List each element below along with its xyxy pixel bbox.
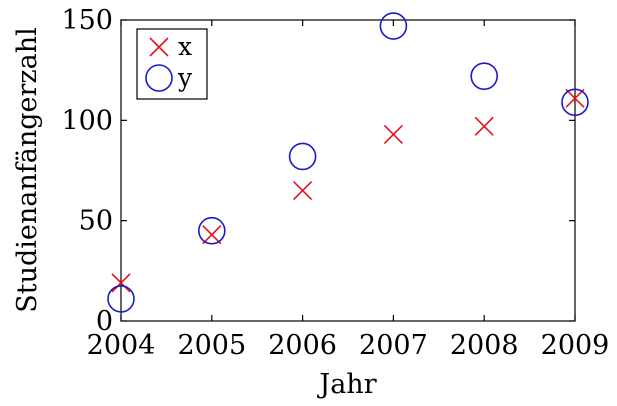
series-x-point	[474, 116, 494, 136]
series-x-point	[293, 181, 313, 201]
x-axis-label: Jahr	[316, 369, 376, 400]
series-x-point	[383, 124, 403, 144]
x-tick-label: 2004	[87, 330, 156, 361]
legend-marker-x-stroke-b	[149, 37, 169, 57]
legend-box	[136, 28, 208, 100]
x-tick-label: 2009	[541, 330, 610, 361]
legend-label-x: x	[178, 32, 192, 61]
x-axis-ticks: 2004 2005 2006 2007 2008 2009	[87, 20, 610, 361]
y-tick-label: 0	[96, 306, 113, 337]
series-y-point	[379, 12, 408, 40]
series-y-point	[561, 88, 589, 117]
series-x-point-stroke-b	[111, 273, 131, 293]
y-tick-label: 150	[61, 5, 113, 36]
series-x-point-stroke-b	[293, 181, 313, 201]
plot-frame	[120, 19, 576, 322]
x-tick-label: 2008	[450, 330, 519, 361]
series-y-point	[470, 62, 499, 90]
series-y-point	[198, 216, 226, 245]
series-x-point	[565, 88, 585, 108]
legend-marker-x	[149, 37, 169, 57]
y-tick-label: 100	[61, 105, 113, 136]
legend-marker-y	[145, 64, 173, 92]
y-axis-ticks: 0 50 100 150	[61, 5, 575, 337]
legend-label-y: y	[177, 63, 193, 92]
legend-items: xy	[145, 32, 193, 92]
series-x-point-stroke-b	[202, 225, 222, 245]
series-x-point-stroke-b	[383, 124, 403, 144]
y-axis-label: Studienanfängerzahl	[12, 27, 43, 313]
y-tick-label: 50	[79, 206, 113, 237]
series-y-point	[288, 142, 317, 171]
legend: xy	[136, 28, 208, 100]
series-x-point-stroke-b	[474, 116, 494, 136]
x-tick-label: 2006	[268, 330, 337, 361]
series-x-point-stroke-b	[565, 88, 585, 108]
series-x-point	[111, 273, 131, 293]
series-x-point	[202, 225, 222, 245]
x-tick-label: 2007	[359, 330, 428, 361]
x-tick-label: 2005	[177, 330, 246, 361]
data-points	[107, 12, 589, 313]
series-y-point	[107, 285, 135, 313]
